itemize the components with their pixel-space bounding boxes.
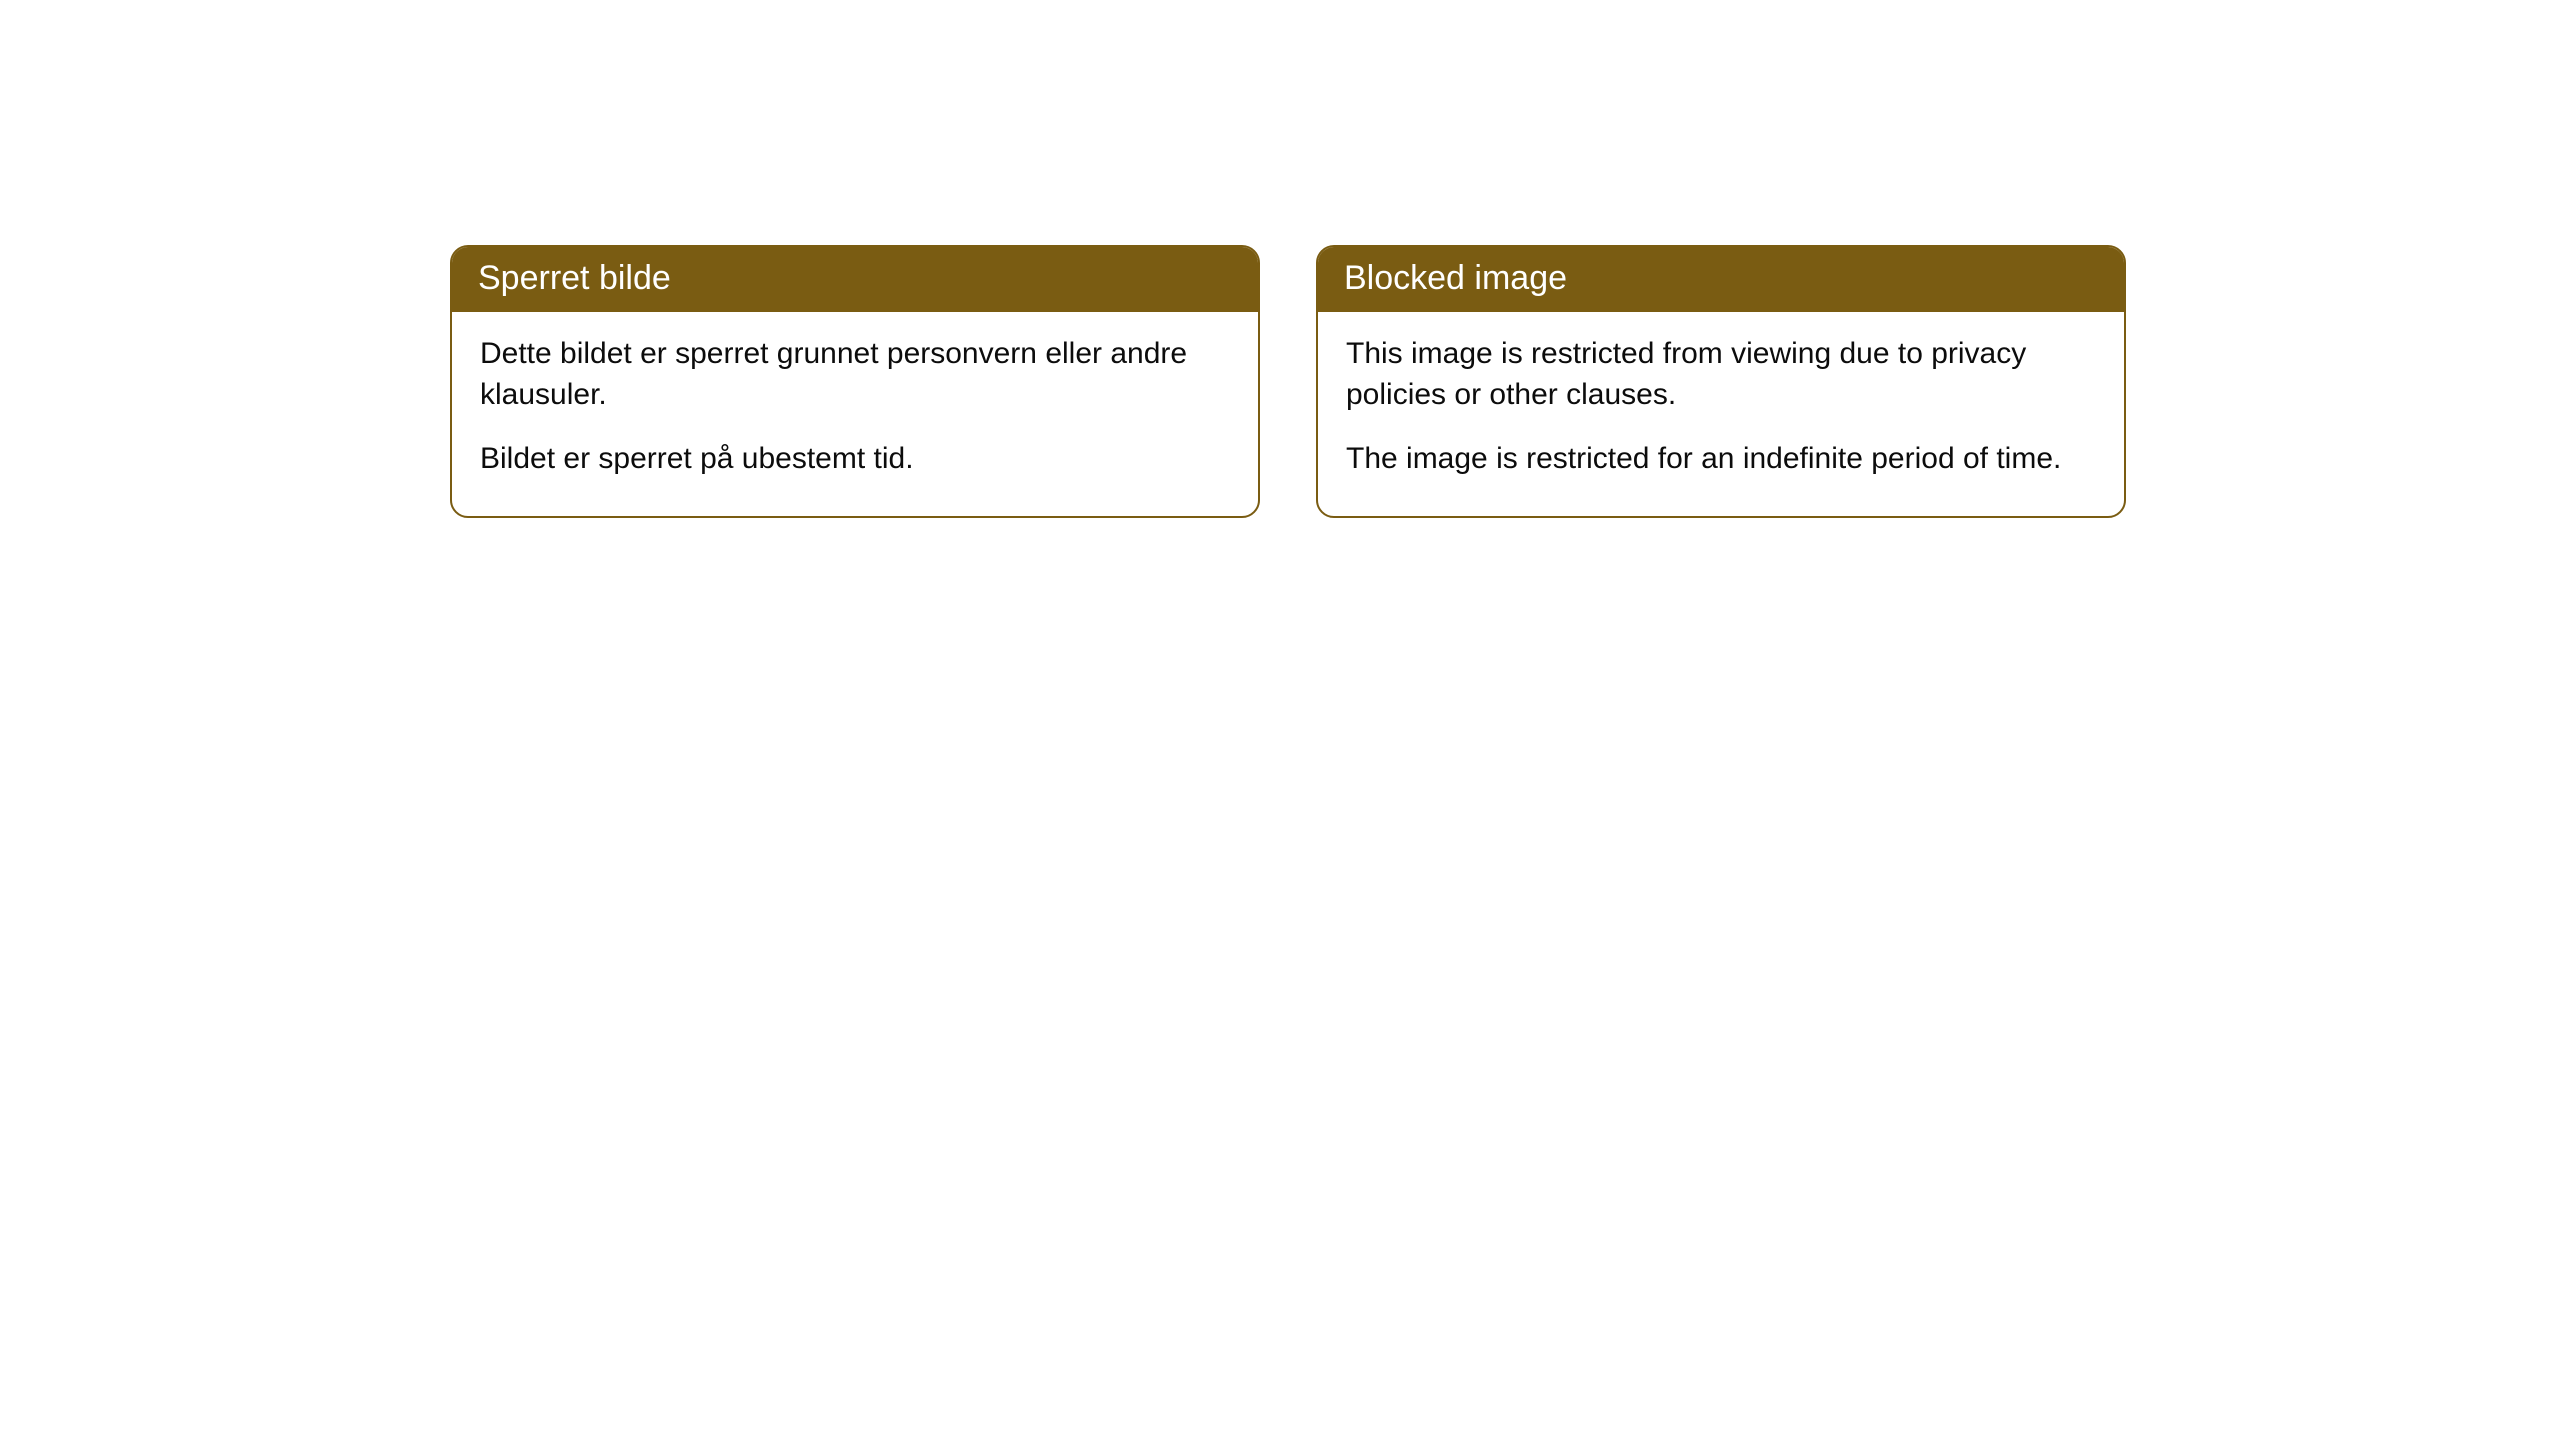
notice-title-no: Sperret bilde xyxy=(452,247,1258,312)
notice-card-no: Sperret bilde Dette bildet er sperret gr… xyxy=(450,245,1260,518)
notice-para1-en: This image is restricted from viewing du… xyxy=(1346,334,2096,415)
notice-card-en: Blocked image This image is restricted f… xyxy=(1316,245,2126,518)
notice-para1-no: Dette bildet er sperret grunnet personve… xyxy=(480,334,1230,415)
notice-para2-en: The image is restricted for an indefinit… xyxy=(1346,439,2096,480)
notice-cards-container: Sperret bilde Dette bildet er sperret gr… xyxy=(450,245,2126,518)
notice-title-en: Blocked image xyxy=(1318,247,2124,312)
notice-body-en: This image is restricted from viewing du… xyxy=(1318,312,2124,516)
notice-para2-no: Bildet er sperret på ubestemt tid. xyxy=(480,439,1230,480)
notice-body-no: Dette bildet er sperret grunnet personve… xyxy=(452,312,1258,516)
